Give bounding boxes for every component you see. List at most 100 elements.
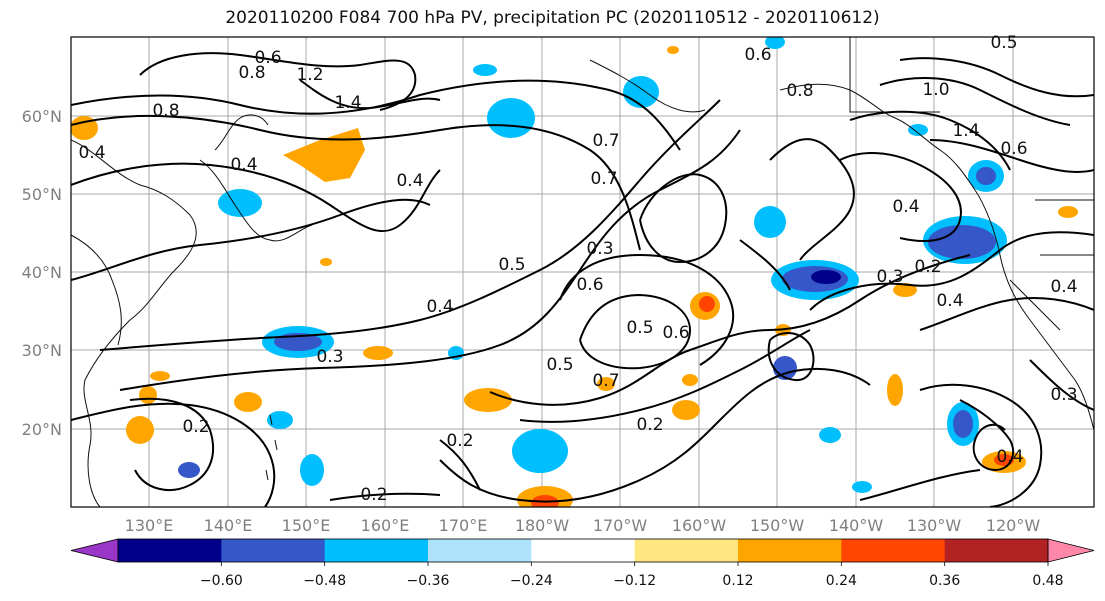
neg-anomaly-blob xyxy=(908,124,928,136)
contour-label: 0.3 xyxy=(1050,385,1077,405)
colorbar-tick-label: −0.36 xyxy=(407,573,450,589)
longitude-label: 130°W xyxy=(907,516,962,535)
colorbar-tick-label: 0.12 xyxy=(722,573,753,589)
colorbar-tick-label: 0.24 xyxy=(826,573,857,589)
longitude-label: 150°W xyxy=(750,516,805,535)
precip-shading xyxy=(71,37,1078,507)
contour-labels: 0.60.8 1.21.40.80.40.40.40.70.70.30.50.60… xyxy=(78,33,1077,505)
colorbar-tick-label: −0.12 xyxy=(613,573,656,589)
pos-anomaly-blob xyxy=(682,374,698,386)
colorbar-segment xyxy=(634,539,739,562)
contour-label: 0.4 xyxy=(892,197,919,217)
longitude-label: 160°W xyxy=(672,516,727,535)
pos-anomaly-blob xyxy=(887,374,903,406)
contour-label: 0.2 xyxy=(360,485,387,505)
colorbar-segment xyxy=(221,539,326,562)
contour-label: 0.2 xyxy=(914,257,941,277)
contour-label: 0.7 xyxy=(592,371,619,391)
colorbar-tick-label: −0.24 xyxy=(510,573,553,589)
contour-label: 0.6 xyxy=(662,323,689,343)
contour-label: 1.4 xyxy=(952,121,979,141)
neg-anomaly-blob xyxy=(765,37,785,49)
colorbar-extend-high xyxy=(1047,538,1095,563)
contour-label: 0.4 xyxy=(936,291,963,311)
longitude-label: 170°E xyxy=(439,516,488,535)
pos-anomaly-blob xyxy=(283,128,365,182)
longitude-label: 180°W xyxy=(515,516,570,535)
longitude-label: 120°W xyxy=(986,516,1041,535)
contour-label: 0.4 xyxy=(996,447,1023,467)
contour-label: 1.4 xyxy=(334,93,361,113)
contour-label: 0.5 xyxy=(498,255,525,275)
pos-anomaly-blob xyxy=(234,392,262,412)
contour-label: 1.2 xyxy=(296,65,323,85)
contour-label: 0.4 xyxy=(1050,277,1077,297)
latitude-axis: 60°N 50°N 40°N 30°N 20°N xyxy=(22,107,62,439)
colorbar-segment xyxy=(738,539,842,562)
contour-label: 0.2 xyxy=(182,417,209,437)
map-frame xyxy=(70,36,1095,508)
contour-label: 0.6 xyxy=(744,45,771,65)
pos-anomaly-blob xyxy=(139,386,157,404)
pos-anomaly-core xyxy=(531,495,559,507)
longitude-label: 140°W xyxy=(829,516,884,535)
pos-anomaly-core xyxy=(699,296,715,312)
longitude-label: 140°E xyxy=(204,516,253,535)
neg-anomaly-blob xyxy=(512,429,568,473)
colorbar-segment xyxy=(118,539,222,562)
contour-label: 0.2 xyxy=(446,431,473,451)
neg-anomaly-blob xyxy=(819,427,841,443)
contour-label: 0.6 xyxy=(576,275,603,295)
contour-label: 0.8 xyxy=(152,101,179,121)
pos-anomaly-blob xyxy=(320,258,332,266)
pos-anomaly-blob xyxy=(597,377,615,391)
colorbar-segment xyxy=(324,539,429,562)
longitude-label: 130°E xyxy=(125,516,174,535)
contour-label: 0.3 xyxy=(876,267,903,287)
neg-anomaly-blob xyxy=(267,411,293,429)
colorbar-tick-label: 0.48 xyxy=(1032,573,1063,589)
pos-anomaly-blob xyxy=(71,116,98,140)
latitude-label: 20°N xyxy=(22,420,62,439)
contour-label: 0.5 xyxy=(626,318,653,338)
contour-label: 0.6 xyxy=(254,48,281,68)
contour-label: 0.5 xyxy=(990,33,1017,53)
neg-anomaly-core xyxy=(976,167,996,185)
neg-anomaly-core xyxy=(928,225,996,259)
neg-anomaly-core2 xyxy=(811,270,841,284)
neg-anomaly-blob xyxy=(852,481,872,493)
contour-label: 0.4 xyxy=(78,143,105,163)
neg-anomaly-blob xyxy=(487,98,535,138)
colorbar-extend-low xyxy=(70,538,119,563)
pos-anomaly-blob xyxy=(150,371,170,381)
longitude-label: 160°E xyxy=(361,516,410,535)
contour-label: 0.7 xyxy=(592,131,619,151)
colorbar-tick-label: −0.48 xyxy=(303,573,346,589)
pos-anomaly-blob xyxy=(464,388,512,412)
contour-label: 1.0 xyxy=(922,80,949,100)
colorbar-segment xyxy=(531,539,636,562)
contour-label: 0.5 xyxy=(546,355,573,375)
contour-label: 0.7 xyxy=(590,169,617,189)
colorbar-tick-label: −0.60 xyxy=(200,573,243,589)
pos-anomaly-blob xyxy=(126,416,154,444)
contour-label: 0.4 xyxy=(396,171,423,191)
contour-label: 0.2 xyxy=(636,415,663,435)
contour-label: 0.8 xyxy=(238,63,265,83)
latitude-label: 30°N xyxy=(22,341,62,360)
neg-anomaly-blob xyxy=(178,462,200,478)
neg-anomaly-core xyxy=(953,410,973,438)
contour-label: 0.4 xyxy=(230,155,257,175)
latitude-label: 50°N xyxy=(22,185,62,204)
pos-anomaly-blob xyxy=(893,283,917,297)
contour-label: 0.3 xyxy=(586,239,613,259)
contour-label: 0.8 xyxy=(786,81,813,101)
map-title: 2020110200 F084 700 hPa PV, precipitatio… xyxy=(225,8,880,28)
colorbar-segment xyxy=(428,539,532,562)
pos-anomaly-blob xyxy=(672,400,700,420)
colorbar-segment xyxy=(944,539,1049,562)
longitude-label: 170°W xyxy=(593,516,648,535)
pos-anomaly-blob xyxy=(667,46,679,54)
colorbar-tick-label: 0.36 xyxy=(929,573,960,589)
